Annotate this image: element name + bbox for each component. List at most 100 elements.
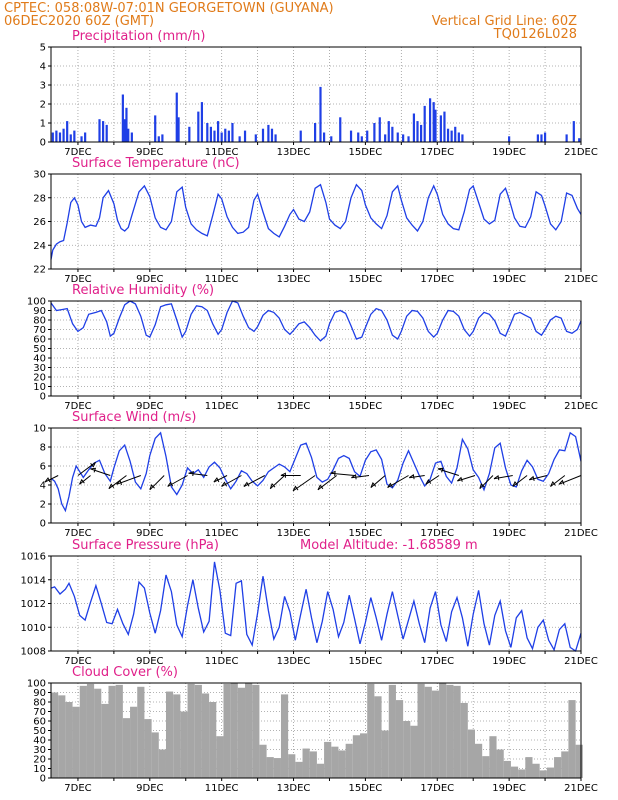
bar xyxy=(267,124,270,142)
pressure-title: Surface Pressure (hPa) xyxy=(72,538,219,553)
bar xyxy=(65,702,73,778)
x-tick-label: 21DEC xyxy=(564,401,598,412)
x-tick-label: 9DEC xyxy=(136,401,163,412)
x-tick-label: 19DEC xyxy=(492,147,526,158)
bar xyxy=(227,130,230,142)
wind-vector-head xyxy=(528,475,535,482)
bar xyxy=(439,115,442,142)
model-altitude-label: Model Altitude: -1.68589 m xyxy=(300,538,478,553)
bar xyxy=(460,702,468,778)
y-tick-label: 50 xyxy=(33,726,46,737)
bar xyxy=(123,119,126,142)
temperature-title: Surface Temperature (nC) xyxy=(72,156,240,171)
x-tick-label: 15DEC xyxy=(349,656,383,667)
bar xyxy=(518,769,526,778)
x-tick-label: 19DEC xyxy=(492,528,526,539)
bar xyxy=(428,98,432,142)
y-tick-label: 1012 xyxy=(21,599,46,610)
bar xyxy=(302,748,310,778)
bar xyxy=(367,683,375,778)
wind-vector-head xyxy=(558,479,565,485)
bar xyxy=(62,128,65,142)
bar xyxy=(151,732,159,778)
wind-vector xyxy=(558,475,582,485)
y-tick-label: 90 xyxy=(33,688,46,699)
y-tick-label: 20 xyxy=(33,755,46,766)
bar xyxy=(231,123,234,142)
x-tick-label: 13DEC xyxy=(277,783,311,794)
bar xyxy=(51,132,54,142)
bar xyxy=(540,134,543,142)
wind-vector-head xyxy=(292,485,299,492)
bar xyxy=(575,744,583,778)
y-tick-label: 70 xyxy=(33,325,46,336)
y-tick-label: 10 xyxy=(33,424,46,435)
wind-vector xyxy=(79,475,91,485)
bar xyxy=(200,102,204,142)
bar xyxy=(532,763,540,778)
x-tick-label: 21DEC xyxy=(564,274,598,285)
y-tick-label: 2 xyxy=(40,500,46,511)
bar xyxy=(352,735,361,778)
x-tick-label: 15DEC xyxy=(349,783,383,794)
wind-vector-head xyxy=(387,482,394,488)
y-tick-label: 1 xyxy=(40,119,46,130)
temperature-panel: 22 24 26 28 30 7DEC 9DEC 11DEC 13DEC 15DEC 17DEC 19… xyxy=(33,156,598,285)
bar xyxy=(230,683,238,778)
series-line xyxy=(50,300,582,342)
bar xyxy=(309,751,317,778)
bar xyxy=(94,688,102,778)
bar xyxy=(209,702,217,778)
y-tick-label: 8 xyxy=(40,443,46,454)
y-tick-label: 0 xyxy=(40,138,46,149)
wind-vector-head xyxy=(550,481,556,487)
wind-vector xyxy=(90,468,111,476)
bar xyxy=(66,121,69,142)
bar xyxy=(378,117,381,142)
bar xyxy=(482,756,490,778)
x-tick-label: 7DEC xyxy=(64,274,91,285)
y-tick-label: 24 xyxy=(33,241,46,252)
bar xyxy=(324,741,332,778)
wind-vector-head xyxy=(44,477,51,483)
wind-vector-head xyxy=(243,481,250,487)
bar xyxy=(144,719,152,778)
y-tick-label: 3 xyxy=(40,81,46,92)
bar xyxy=(80,136,83,142)
bar xyxy=(461,134,464,142)
bar xyxy=(454,126,457,142)
bar xyxy=(158,749,166,778)
wind-vector-head xyxy=(90,467,97,473)
humidity-title: Relative Humidity (%) xyxy=(72,283,214,298)
wind-vector xyxy=(493,475,513,480)
y-tick-label: 6 xyxy=(40,462,46,473)
wind-vector xyxy=(188,472,208,476)
bar xyxy=(345,743,353,778)
x-tick-label: 17DEC xyxy=(420,783,454,794)
bar xyxy=(423,105,426,142)
wind-vector-head xyxy=(269,483,276,489)
bar xyxy=(395,700,404,778)
x-tick-label: 7DEC xyxy=(64,401,91,412)
x-tick-label: 13DEC xyxy=(277,528,311,539)
wind-vector xyxy=(457,475,476,482)
y-tick-label: 80 xyxy=(33,698,46,709)
bar xyxy=(72,706,80,778)
bar xyxy=(102,121,105,142)
x-tick-label: 9DEC xyxy=(136,656,163,667)
wind-vector xyxy=(167,475,188,487)
y-tick-label: 1008 xyxy=(21,647,46,658)
bar xyxy=(373,123,376,142)
y-tick-label: 60 xyxy=(33,717,46,728)
bar xyxy=(299,130,302,142)
bar xyxy=(209,126,212,142)
bar xyxy=(489,736,497,778)
wind-vector xyxy=(351,475,370,479)
wind-vector xyxy=(108,475,127,490)
x-tick-label: 13DEC xyxy=(277,147,311,158)
bar xyxy=(388,684,396,778)
header-station-line: CPTEC: 058:08W-07:01N GEORGETOWN (GUYANA… xyxy=(4,1,334,16)
wind-title: Surface Wind (m/s) xyxy=(72,410,196,425)
bar xyxy=(539,770,547,778)
